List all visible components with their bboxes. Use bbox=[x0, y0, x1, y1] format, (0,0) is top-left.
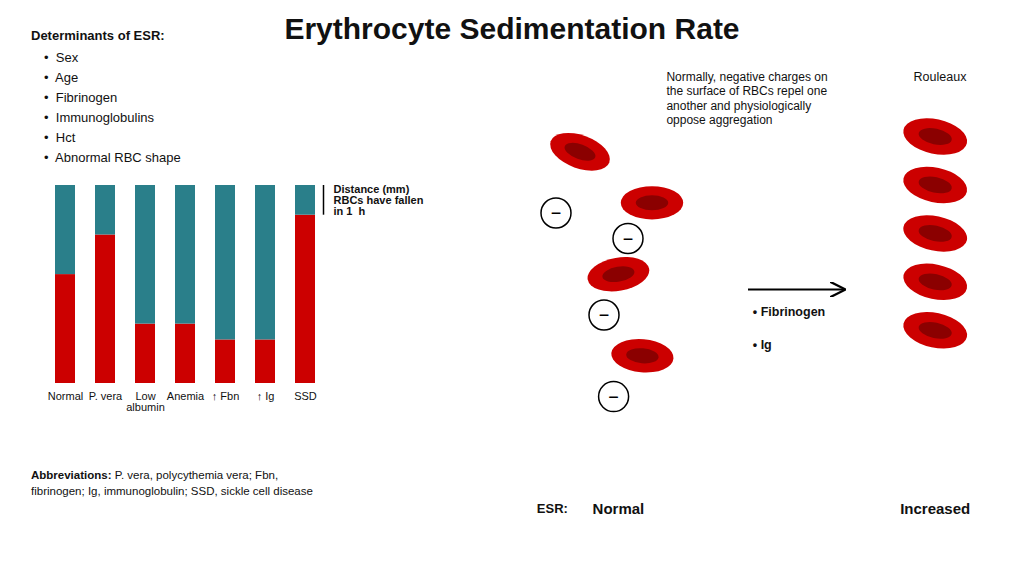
svg-text:Normal: Normal bbox=[593, 500, 645, 517]
svg-text:Normally, negative charges ont: Normally, negative charges onthe surface… bbox=[666, 70, 827, 127]
svg-text:−: − bbox=[551, 203, 562, 223]
html-text:• Immunoglobulins: • Immunoglobulins bbox=[44, 110, 155, 125]
svg-text:↑ Fbn: ↑ Fbn bbox=[212, 390, 240, 402]
svg-text:↑ Ig: ↑ Ig bbox=[257, 390, 275, 402]
svg-text:−: − bbox=[599, 305, 610, 325]
svg-text:−: − bbox=[608, 387, 619, 407]
svg-text:Lowalbumin: Lowalbumin bbox=[126, 390, 165, 413]
svg-text:−: − bbox=[623, 229, 634, 249]
svg-text:Increased: Increased bbox=[900, 500, 970, 517]
html-text:• Age: • Age bbox=[44, 70, 79, 85]
html-text:• Fibrinogen: • Fibrinogen bbox=[44, 90, 118, 105]
svg-text:ESR:: ESR: bbox=[537, 501, 568, 516]
svg-text:P. vera: P. vera bbox=[89, 390, 123, 402]
html-text:Abbreviations: P. vera, polycy: Abbreviations: P. vera, polycythemia ver… bbox=[31, 469, 313, 497]
svg-text:SSD: SSD bbox=[294, 390, 317, 402]
svg-text:• Ig: • Ig bbox=[753, 338, 772, 352]
svg-text:Distance (mm)RBCs have falleni: Distance (mm)RBCs have fallenin 1 h bbox=[334, 183, 424, 217]
html-text:Erythrocyte Sedimentation Rate: Erythrocyte Sedimentation Rate bbox=[284, 12, 740, 45]
html-text:• Abnormal RBC shape: • Abnormal RBC shape bbox=[44, 150, 181, 165]
svg-text:Anemia: Anemia bbox=[167, 390, 205, 402]
html-text:Determinants of ESR:: Determinants of ESR: bbox=[31, 28, 165, 43]
svg-text:Rouleaux: Rouleaux bbox=[914, 70, 968, 84]
svg-text:• Fibrinogen: • Fibrinogen bbox=[753, 305, 825, 319]
html-text:• Hct: • Hct bbox=[44, 130, 76, 145]
html-text:• Sex: • Sex bbox=[44, 50, 79, 65]
svg-text:Normal: Normal bbox=[48, 390, 83, 402]
